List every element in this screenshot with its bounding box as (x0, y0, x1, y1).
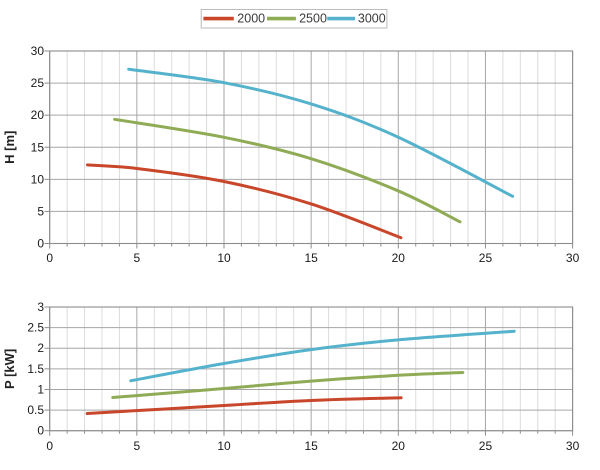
svg-text:10: 10 (217, 439, 231, 453)
svg-text:10: 10 (31, 172, 45, 186)
svg-text:20: 20 (392, 439, 406, 453)
svg-text:0: 0 (37, 237, 44, 251)
svg-text:10: 10 (217, 251, 231, 265)
svg-text:1: 1 (37, 382, 44, 396)
svg-text:0: 0 (37, 424, 44, 438)
svg-text:2500: 2500 (299, 12, 327, 26)
svg-text:30: 30 (31, 44, 45, 58)
svg-text:15: 15 (304, 439, 318, 453)
svg-text:P [kW]: P [kW] (2, 349, 17, 389)
svg-text:5: 5 (37, 204, 44, 218)
svg-text:30: 30 (566, 439, 580, 453)
svg-text:1.5: 1.5 (27, 362, 44, 376)
svg-text:15: 15 (31, 140, 45, 154)
svg-text:3: 3 (37, 300, 44, 314)
svg-text:15: 15 (304, 251, 318, 265)
svg-text:2: 2 (37, 341, 44, 355)
svg-text:H [m]: H [m] (2, 131, 17, 164)
svg-text:3000: 3000 (358, 12, 386, 26)
svg-text:25: 25 (31, 76, 45, 90)
svg-text:20: 20 (392, 251, 406, 265)
svg-text:0: 0 (46, 251, 53, 265)
svg-text:20: 20 (31, 108, 45, 122)
svg-text:5: 5 (134, 251, 141, 265)
svg-text:5: 5 (134, 439, 141, 453)
svg-text:25: 25 (479, 439, 493, 453)
svg-text:2.5: 2.5 (27, 321, 44, 335)
svg-text:0.5: 0.5 (27, 403, 44, 417)
svg-text:30: 30 (566, 251, 580, 265)
svg-text:25: 25 (479, 251, 493, 265)
svg-text:0: 0 (46, 439, 53, 453)
svg-text:2000: 2000 (237, 12, 265, 26)
